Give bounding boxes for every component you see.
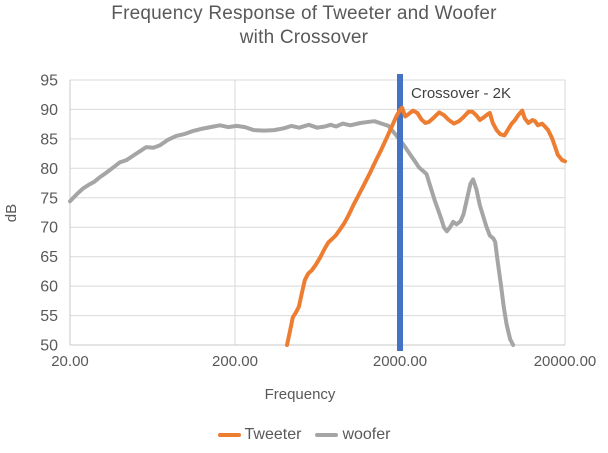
y-tick-label: 90: [40, 102, 58, 119]
x-tick-label: 2000.00: [373, 353, 427, 370]
legend-item-woofer: woofer: [315, 426, 390, 444]
x-tick-label: 20000.00: [534, 353, 597, 370]
y-tick-label: 65: [40, 249, 58, 266]
y-tick-label: 75: [40, 190, 58, 207]
x-tick-label: 200.00: [212, 353, 258, 370]
woofer-legend-label: woofer: [342, 426, 391, 443]
y-tick-label: 70: [40, 220, 58, 237]
crossover-label: Crossover - 2K: [411, 85, 511, 102]
chart-title-line1: Frequency Response of Tweeter and Woofer: [111, 3, 497, 24]
woofer-line: [68, 119, 516, 347]
y-tick-label: 80: [40, 161, 58, 178]
y-tick-label: 95: [40, 73, 58, 90]
chart-title: Frequency Response of Tweeter and Woofer…: [0, 2, 608, 50]
x-tick-label: 20.00: [51, 353, 89, 370]
chart-title-line2: with Crossover: [239, 27, 369, 48]
legend: Tweeter woofer: [0, 426, 608, 444]
tweeter-legend-label: Tweeter: [244, 426, 302, 443]
x-axis-title: Frequency: [265, 386, 336, 403]
y-tick-label: 50: [40, 338, 58, 355]
y-axis-title: dB: [3, 204, 20, 222]
tweeter-line: [285, 105, 567, 347]
tweeter-legend-swatch: [217, 433, 241, 437]
legend-item-tweeter: Tweeter: [217, 426, 302, 444]
woofer-legend-swatch: [315, 433, 339, 437]
y-tick-label: 85: [40, 131, 58, 148]
y-tick-label: 55: [40, 308, 58, 325]
y-tick-label: 60: [40, 279, 58, 296]
